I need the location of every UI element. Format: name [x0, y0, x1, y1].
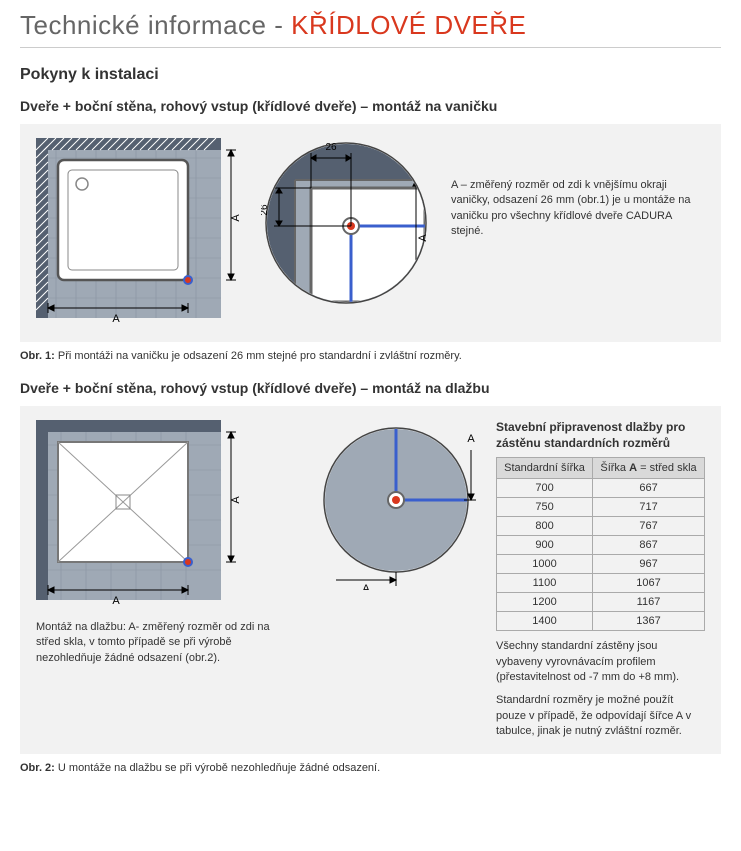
dim-a-1r-label: A [230, 214, 241, 222]
dim-a-detail2r: A [467, 433, 475, 445]
table-cell: 1167 [593, 593, 705, 612]
caption-2-text: U montáže na dlažbu se při výrobě nezohl… [55, 762, 380, 774]
table-row: 14001367 [497, 612, 705, 631]
table-cell: 1100 [497, 574, 593, 593]
table-cell: 1400 [497, 612, 593, 631]
figure1-block: A A [20, 124, 721, 342]
table-cell: 967 [593, 555, 705, 574]
table-cell: 1000 [497, 555, 593, 574]
dimensions-table: Standardní šířka Šířka A = střed skla 70… [496, 457, 705, 631]
instructions-heading: Pokyny k instalaci [20, 66, 721, 84]
table-cell: 867 [593, 536, 705, 555]
dim-a-2-label: A [112, 595, 120, 607]
legend-2: Montáž na dlažbu: A- změřený rozměr od z… [36, 620, 296, 666]
table-cell: 800 [497, 517, 593, 536]
plan-diagram-1: A A [36, 138, 241, 328]
figure2-block: A A Montáž na dlažbu: A- změřený rozměr … [20, 406, 721, 754]
table-cell: 900 [497, 536, 593, 555]
table-cell: 717 [593, 498, 705, 517]
title-accent: KŘÍDLOVÉ DVEŘE [291, 10, 526, 40]
title-prefix: Technické informace - [20, 10, 291, 40]
table-row: 700667 [497, 479, 705, 498]
dim-26-top: 26 [325, 142, 337, 153]
table-row: 900867 [497, 536, 705, 555]
caption-2: Obr. 2: U montáže na dlažbu se při výrob… [20, 762, 721, 774]
dim-a-1-label: A [112, 313, 120, 325]
table-row: 12001167 [497, 593, 705, 612]
detail-circle-1: 26 26 A [261, 138, 431, 308]
dim-a-2r-label: A [230, 496, 241, 504]
table-cell: 767 [593, 517, 705, 536]
table-title: Stavební připravenost dlažby pro zástěnu… [496, 420, 705, 451]
table-cell: 1200 [497, 593, 593, 612]
table-col1: Standardní šířka [497, 458, 593, 479]
table-cell: 700 [497, 479, 593, 498]
dim-a-detail2b: A [362, 583, 370, 590]
section1-heading: Dveře + boční stěna, rohový vstup (křídl… [20, 98, 721, 114]
note-2: Standardní rozměry je možné použít pouze… [496, 693, 705, 739]
note-1: Všechny standardní zástěny jsou vybaveny… [496, 639, 705, 685]
table-row: 1000967 [497, 555, 705, 574]
table-col2: Šířka A = střed skla [593, 458, 705, 479]
dim-a-detail1: A [417, 234, 429, 242]
table-cell: 667 [593, 479, 705, 498]
legend-1: A – změřený rozměr od zdi k vnějšímu okr… [451, 138, 705, 240]
page-title: Technické informace - KŘÍDLOVÉ DVEŘE [20, 10, 721, 48]
table-row: 11001067 [497, 574, 705, 593]
caption-1-text: Při montáži na vaničku je odsazení 26 mm… [55, 350, 462, 362]
plan-diagram-2: A A [36, 420, 296, 610]
detail-circle-2: A A [316, 420, 476, 590]
table-cell: 1067 [593, 574, 705, 593]
dim-26-side: 26 [261, 204, 270, 216]
section2-heading: Dveře + boční stěna, rohový vstup (křídl… [20, 380, 721, 396]
caption-2-label: Obr. 2: [20, 762, 55, 774]
table-cell: 1367 [593, 612, 705, 631]
table-row: 800767 [497, 517, 705, 536]
table-row: 750717 [497, 498, 705, 517]
caption-1-label: Obr. 1: [20, 350, 55, 362]
table-cell: 750 [497, 498, 593, 517]
caption-1: Obr. 1: Při montáži na vaničku je odsaze… [20, 350, 721, 362]
